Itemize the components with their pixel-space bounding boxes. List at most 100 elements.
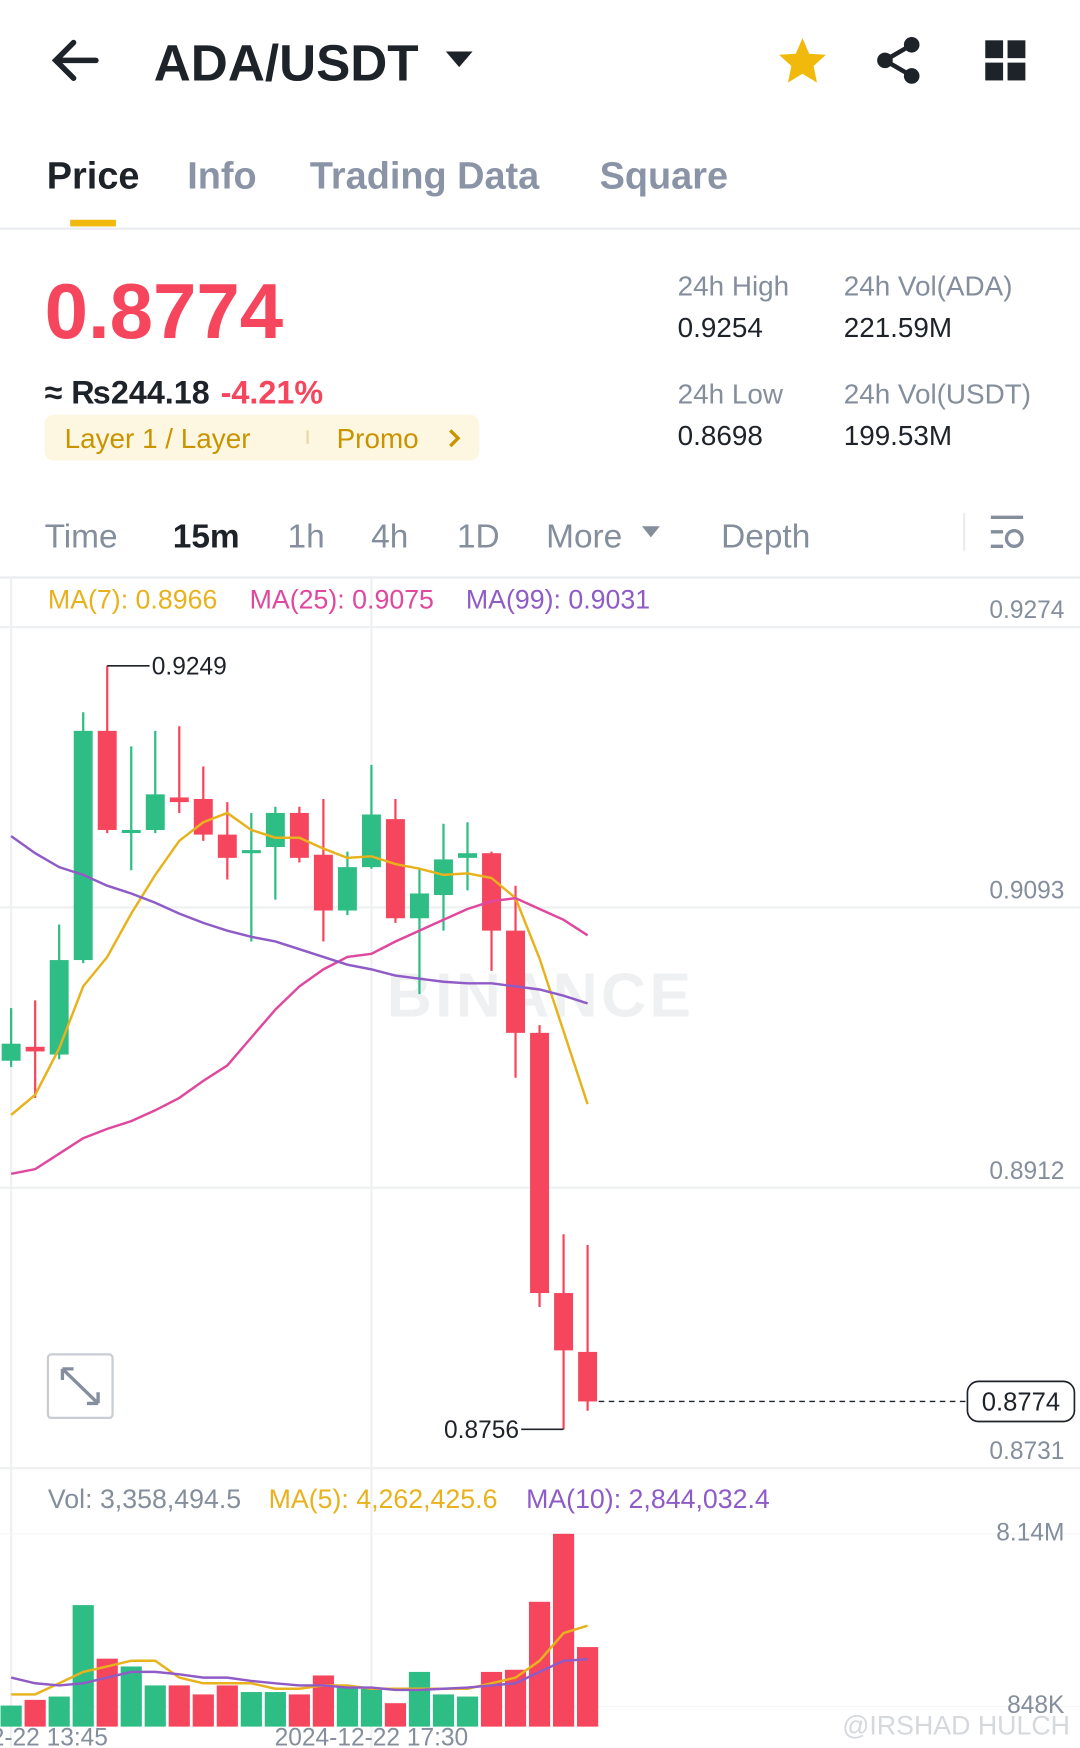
y-tick-label: 0.9274 xyxy=(989,597,1064,624)
interval[interactable]: Time xyxy=(45,518,118,555)
stat-label: 24h Vol(ADA) xyxy=(844,271,1013,302)
candle-body xyxy=(482,853,501,931)
max-label: 0.9249 xyxy=(152,654,227,681)
candle-body xyxy=(265,812,285,848)
legend-entry: MA(10): 2,844,032.4 xyxy=(526,1484,770,1514)
last-price: 0.8774 xyxy=(45,267,284,355)
back-button[interactable] xyxy=(51,39,99,81)
watermark: BINANCE xyxy=(387,962,695,1031)
tab[interactable]: Price xyxy=(47,156,140,198)
interval[interactable]: 1h xyxy=(288,518,325,555)
legend-entry: MA(5): 4,262,425.6 xyxy=(269,1484,498,1514)
y-tick-label: 0.8731 xyxy=(989,1438,1064,1465)
candle-body xyxy=(25,1046,45,1052)
min-label: 0.8756 xyxy=(444,1417,519,1444)
x-tick-label: 2024-12-22 13:45 xyxy=(0,1725,108,1748)
candle-body xyxy=(241,850,261,854)
candle-body xyxy=(554,1293,574,1351)
price-change: -4.21% xyxy=(221,375,323,411)
candle-body xyxy=(434,859,453,896)
fullscreen-icon xyxy=(60,1367,100,1406)
candle-body xyxy=(409,893,429,919)
candle-body xyxy=(361,814,381,868)
legend-entry: Vol: 3,358,494.5 xyxy=(48,1484,241,1514)
stat-label: 24h Low xyxy=(678,379,784,410)
legend-entry: MA(99): 0.9031 xyxy=(466,585,650,615)
pair-dropdown[interactable] xyxy=(445,51,473,68)
user-watermark: @IRSHAD HULCH xyxy=(842,1710,1070,1740)
candle-body xyxy=(49,960,69,1055)
volume-bar xyxy=(432,1694,455,1727)
candle-body xyxy=(1,1043,21,1061)
volume-bar xyxy=(192,1694,214,1727)
candle-body xyxy=(169,797,189,803)
volume-bar xyxy=(240,1692,262,1727)
share-button[interactable] xyxy=(877,36,920,84)
y-tick-label: 8.14M xyxy=(996,1520,1064,1547)
promo-chevron xyxy=(449,429,461,448)
volume-bar xyxy=(264,1692,286,1727)
candle-body xyxy=(458,853,477,858)
tab[interactable]: Info xyxy=(187,156,256,198)
volume-bar xyxy=(456,1696,479,1727)
volume-bar xyxy=(336,1686,358,1727)
last-price-box xyxy=(966,1380,1076,1423)
candle-body xyxy=(97,730,117,830)
candle-body xyxy=(145,794,165,830)
interval[interactable]: More xyxy=(546,518,622,555)
stat-value: 0.8698 xyxy=(678,420,763,451)
interval[interactable]: 1D xyxy=(457,518,500,555)
fiat-price: ≈ ₨244.18 xyxy=(45,375,210,411)
candle-body xyxy=(313,854,333,911)
interval[interactable]: Depth xyxy=(721,518,810,555)
promo-tag[interactable]: Promo xyxy=(337,423,419,454)
volume-ma-line xyxy=(11,1624,588,1696)
ma-line xyxy=(10,835,588,1005)
layout-button[interactable] xyxy=(985,40,1026,81)
sector-tag[interactable]: Layer 1 / Layer xyxy=(65,423,251,454)
candle-body xyxy=(506,930,526,1033)
candle-body xyxy=(385,819,405,919)
tag-box[interactable] xyxy=(44,414,480,461)
candle-body xyxy=(337,867,357,911)
volume-bar xyxy=(577,1647,599,1727)
last-price-label: 0.8774 xyxy=(982,1388,1060,1416)
more-dropdown[interactable] xyxy=(641,526,660,538)
candle-body xyxy=(73,730,93,961)
volume-bar xyxy=(312,1675,334,1727)
stat-value: 221.59M xyxy=(844,312,952,343)
candle-body xyxy=(193,798,213,835)
x-tick-label: 2024-12-22 17:30 xyxy=(275,1725,469,1748)
volume-bar xyxy=(528,1601,551,1727)
interval[interactable]: 15m xyxy=(173,518,240,555)
candle-body xyxy=(530,1032,550,1294)
volume-bar xyxy=(48,1696,70,1727)
y-tick-label: 0.8912 xyxy=(989,1158,1064,1185)
stat-value: 0.9254 xyxy=(678,312,763,343)
volume-bar xyxy=(24,1699,46,1727)
volume-bar xyxy=(480,1671,503,1727)
y-tick-label: 0.9093 xyxy=(989,877,1064,904)
stat-label: 24h Vol(USDT) xyxy=(844,379,1031,410)
tab[interactable]: Square xyxy=(600,156,728,198)
tab-indicator xyxy=(70,219,116,227)
legend-entry: MA(7): 0.8966 xyxy=(48,585,217,615)
stat-label: 24h High xyxy=(678,271,790,302)
favorite-star[interactable] xyxy=(779,38,826,83)
volume-bar xyxy=(360,1688,383,1727)
legend-entry: MA(25): 0.9075 xyxy=(250,585,434,615)
interval[interactable]: 4h xyxy=(371,518,408,555)
candle-body xyxy=(121,829,141,834)
chart-settings[interactable] xyxy=(990,515,1024,548)
volume-bar xyxy=(552,1533,575,1727)
pair-title[interactable]: ADA/USDT xyxy=(154,34,419,91)
volume-bar xyxy=(168,1685,190,1727)
volume-bar xyxy=(72,1605,94,1727)
candle-body xyxy=(289,812,309,858)
candle-body xyxy=(578,1351,598,1402)
ma-line xyxy=(10,896,589,1175)
volume-ma-line xyxy=(10,1658,588,1692)
tab[interactable]: Trading Data xyxy=(310,156,540,198)
